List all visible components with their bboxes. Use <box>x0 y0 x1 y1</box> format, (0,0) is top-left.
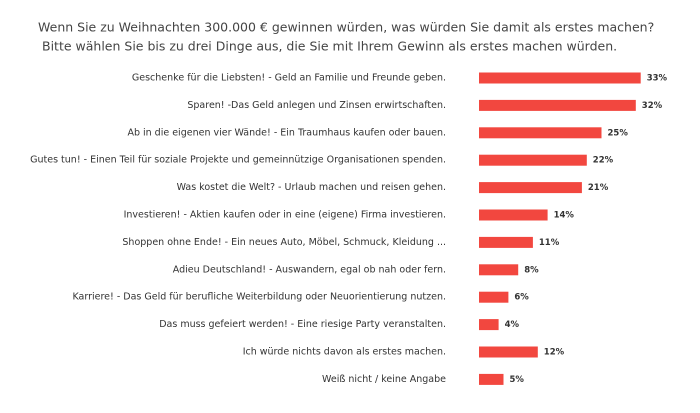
chart-title: Wenn Sie zu Weihnachten 300.000 € gewinn… <box>38 20 654 35</box>
bar <box>479 127 602 139</box>
bar <box>479 236 533 248</box>
category-label: Was kostet die Welt? - Urlaub machen und… <box>177 182 446 193</box>
value-label: 12% <box>544 348 565 358</box>
category-label: Gutes tun! - Einen Teil für soziale Proj… <box>30 155 446 166</box>
value-label: 5% <box>510 375 525 385</box>
value-label: 32% <box>642 101 663 111</box>
value-label: 22% <box>593 156 614 166</box>
bar <box>479 209 548 221</box>
category-label: Ich würde nichts davon als erstes machen… <box>243 347 446 358</box>
category-label: Das muss gefeiert werden! - Eine riesige… <box>159 319 446 330</box>
bar <box>479 373 504 385</box>
chart-subtitle: Bitte wählen Sie bis zu drei Dinge aus, … <box>42 39 617 54</box>
bar <box>479 264 519 276</box>
category-label: Weiß nicht / keine Angabe <box>322 374 446 385</box>
bar <box>479 319 499 331</box>
category-label: Investieren! - Aktien kaufen oder in ein… <box>124 210 446 221</box>
bar <box>479 182 582 194</box>
value-label: 11% <box>539 238 560 248</box>
value-label: 14% <box>554 211 575 221</box>
value-label: 33% <box>647 74 668 84</box>
bar <box>479 72 641 84</box>
value-label: 4% <box>505 320 520 330</box>
category-label: Geschenke für die Liebsten! - Geld an Fa… <box>132 73 446 84</box>
category-label: Adieu Deutschland! - Auswandern, egal ob… <box>173 264 446 275</box>
bar <box>479 291 509 303</box>
category-label: Sparen! -Das Geld anlegen und Zinsen erw… <box>187 100 446 111</box>
category-label: Karriere! - Das Geld für berufliche Weit… <box>72 292 446 303</box>
value-label: 6% <box>514 293 529 303</box>
value-label: 21% <box>588 183 609 193</box>
value-label: 25% <box>608 128 629 138</box>
bar <box>479 154 587 166</box>
category-label: Shoppen ohne Ende! - Ein neues Auto, Möb… <box>122 237 446 248</box>
bar <box>479 346 538 358</box>
value-label: 8% <box>524 265 539 275</box>
bar <box>479 99 636 111</box>
category-label: Ab in die eigenen vier Wände! - Ein Trau… <box>127 127 446 138</box>
